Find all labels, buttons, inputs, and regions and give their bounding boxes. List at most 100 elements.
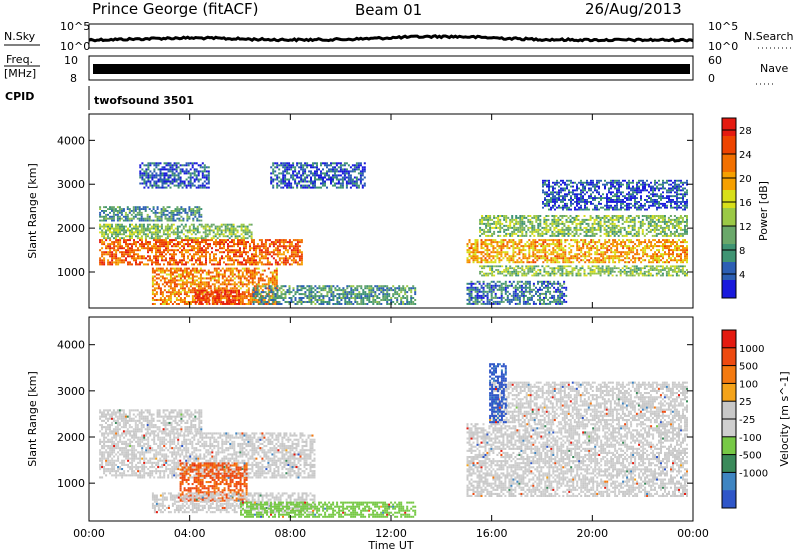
cell: [636, 239, 638, 241]
cell: [283, 285, 285, 287]
cell: [184, 283, 186, 285]
cell: [274, 272, 276, 274]
cell: [191, 230, 193, 232]
cell: [362, 185, 364, 187]
cell: [590, 239, 592, 241]
cell: [205, 263, 207, 265]
cell: [414, 291, 416, 293]
cell: [135, 216, 137, 218]
cell: [297, 303, 299, 305]
cell: [354, 164, 356, 166]
cell: [334, 183, 336, 185]
cell: [123, 210, 125, 212]
cell: [103, 251, 105, 253]
cell: [280, 181, 282, 183]
cell: [269, 295, 271, 297]
cell: [173, 245, 175, 247]
cell: [165, 253, 167, 255]
cell: [378, 285, 380, 287]
cell: [519, 271, 521, 273]
cell: [184, 170, 186, 172]
cell: [149, 174, 151, 176]
cell: [578, 271, 580, 273]
cell: [568, 273, 570, 275]
cell: [527, 267, 529, 269]
cell: [205, 293, 207, 295]
cell: [253, 249, 255, 251]
cell: [190, 187, 192, 189]
cell: [304, 170, 306, 172]
cell: [469, 241, 471, 243]
cell: [483, 275, 485, 277]
cell: [322, 162, 324, 164]
cell: [594, 271, 596, 273]
cell: [332, 285, 334, 287]
cell: [281, 241, 283, 243]
cell: [255, 255, 257, 257]
cell: [328, 297, 330, 299]
cell: [247, 251, 249, 253]
cell: [204, 187, 206, 189]
cell: [644, 245, 646, 247]
cell: [301, 285, 303, 287]
cell: [230, 268, 232, 270]
cell: [340, 297, 342, 299]
cell: [308, 289, 310, 291]
cell: [172, 274, 174, 276]
cell: [576, 275, 578, 277]
cell: [248, 303, 250, 305]
cell: [265, 295, 267, 297]
cell: [275, 297, 277, 299]
cell: [590, 249, 592, 251]
cell: [554, 251, 556, 253]
cell: [636, 265, 638, 267]
cell: [324, 285, 326, 287]
cell: [117, 249, 119, 251]
cell: [354, 287, 356, 289]
cell: [201, 303, 203, 305]
cell: [295, 291, 297, 293]
cell: [99, 263, 101, 265]
cell: [398, 287, 400, 289]
cell: [576, 249, 578, 251]
cell: [512, 255, 514, 257]
cell: [354, 168, 356, 170]
cell: [145, 230, 147, 232]
cell: [259, 247, 261, 249]
cell: [487, 229, 489, 231]
cell: [290, 168, 292, 170]
cell: [542, 251, 544, 253]
cell: [192, 185, 194, 187]
cell: [481, 253, 483, 255]
cell: [184, 185, 186, 187]
cell: [390, 289, 392, 291]
cell: [285, 257, 287, 259]
cell: [374, 299, 376, 301]
cell: [174, 293, 176, 295]
cell: [275, 253, 277, 255]
cell: [232, 301, 234, 303]
cell: [186, 276, 188, 278]
cell: [155, 226, 157, 228]
cell: [624, 269, 626, 271]
cell: [297, 301, 299, 303]
cell: [634, 275, 636, 277]
cell: [412, 301, 414, 303]
cell: [293, 289, 295, 291]
cell: [286, 185, 288, 187]
cell: [245, 241, 247, 243]
cell: [188, 276, 190, 278]
cell: [384, 299, 386, 301]
cell: [188, 185, 190, 187]
cell: [209, 245, 211, 247]
cell: [119, 239, 121, 241]
cell: [596, 257, 598, 259]
cell: [630, 275, 632, 277]
cell: [233, 261, 235, 263]
cell: [336, 303, 338, 305]
cell: [155, 172, 157, 174]
cell: [168, 281, 170, 283]
cell: [532, 239, 534, 241]
cell: [308, 181, 310, 183]
cell: [672, 243, 674, 245]
